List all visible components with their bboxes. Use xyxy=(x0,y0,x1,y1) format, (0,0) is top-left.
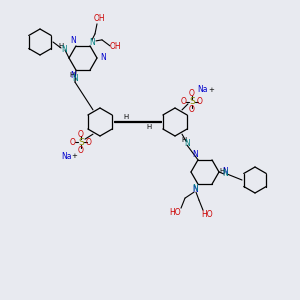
Text: N: N xyxy=(192,185,198,194)
Text: O: O xyxy=(189,89,195,98)
Text: N: N xyxy=(70,36,76,45)
Text: N: N xyxy=(222,167,228,176)
Text: HO: HO xyxy=(169,208,181,217)
Text: OH: OH xyxy=(109,42,121,51)
Text: H: H xyxy=(219,168,225,174)
Text: N: N xyxy=(222,169,228,178)
Text: Na: Na xyxy=(62,152,72,160)
Text: OH: OH xyxy=(93,14,105,23)
Text: H: H xyxy=(146,124,152,130)
Text: O: O xyxy=(197,98,203,106)
Text: O: O xyxy=(181,98,187,106)
Text: H: H xyxy=(182,137,187,143)
Text: S: S xyxy=(78,138,84,147)
Text: H: H xyxy=(58,43,64,49)
Text: S: S xyxy=(189,98,195,106)
Text: N: N xyxy=(100,53,106,62)
Text: O: O xyxy=(70,138,76,147)
Text: O: O xyxy=(78,130,84,139)
Text: N: N xyxy=(72,74,78,82)
Text: N: N xyxy=(192,150,198,159)
Text: HO: HO xyxy=(201,210,213,219)
Text: O: O xyxy=(189,105,195,114)
Text: Na: Na xyxy=(197,85,207,94)
Text: H: H xyxy=(124,114,129,120)
Text: O: O xyxy=(86,138,92,147)
Text: N: N xyxy=(184,139,190,148)
Text: +: + xyxy=(71,153,77,159)
Text: N: N xyxy=(192,184,198,193)
Text: N: N xyxy=(89,38,95,47)
Text: O: O xyxy=(78,146,84,154)
Text: +: + xyxy=(208,87,214,93)
Text: N: N xyxy=(61,44,67,53)
Text: N: N xyxy=(70,71,76,80)
Text: H: H xyxy=(69,72,75,78)
